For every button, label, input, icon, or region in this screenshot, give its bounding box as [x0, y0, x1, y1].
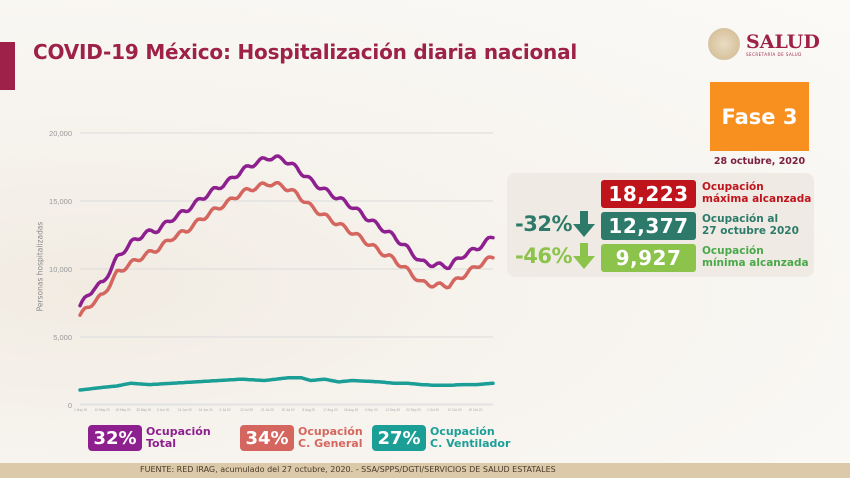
legend-general-line1: Ocupación [298, 425, 363, 438]
current-label-line2: 27 octubre 2020 [702, 225, 799, 237]
phase-badge: Fase 3 [710, 82, 809, 151]
legend-total-line1: Ocupación [146, 425, 211, 438]
current-occupancy-value: 12,377 [601, 212, 696, 240]
max-label-line2: máxima alcanzada [702, 193, 812, 205]
series-line-ocupaci-n-c-ventilador [78, 376, 495, 392]
y-tick-label: 10,000 [49, 265, 72, 274]
x-tick-label: 6 Jun 20 [157, 408, 169, 412]
x-tick-label: 21 Jul 20 [261, 408, 274, 412]
page-title: COVID-19 México: Hospitalización diaria … [33, 40, 578, 64]
series-line-ocupaci-n-total [78, 154, 495, 308]
x-tick-label: 17 Aug 20 [323, 408, 338, 412]
x-tick-label: 3 Jul 20 [219, 408, 230, 412]
x-tick-label: 8 Aug 20 [302, 408, 315, 412]
min-label-line1: Ocupación [702, 245, 764, 257]
seal-icon [708, 28, 740, 60]
logo-name: SALUD [746, 30, 820, 53]
current-occupancy-label: Ocupación al 27 octubre 2020 [702, 213, 799, 237]
max-label-line1: Ocupación [702, 181, 764, 193]
legend-ventilator-label: Ocupación C. Ventilador [430, 426, 510, 450]
x-tick-label: 28 May 20 [136, 408, 151, 412]
y-tick-label: 15,000 [49, 197, 72, 206]
x-tick-labels: 1 May 20 10 May 20 19 May 20 28 May 20 6 Jun… [74, 408, 483, 412]
x-tick-label: 10 May 20 [95, 408, 110, 412]
current-change-pct: -32% [515, 212, 572, 236]
y-tick-label: 5,000 [53, 333, 72, 342]
min-occupancy-label: Ocupación mínima alcanzada [702, 245, 809, 269]
legend-ventilator-pct: 27% [372, 425, 426, 451]
legend-ventilator-line1: Ocupación [430, 425, 495, 438]
salud-logo: SALUD SECRETARÍA DE SALUD [708, 28, 820, 60]
series-lines [78, 154, 495, 392]
x-tick-label: 15 Jun 20 [178, 408, 192, 412]
logo-subtitle: SECRETARÍA DE SALUD [746, 51, 802, 57]
x-tick-label: 22 Sep 20 [406, 408, 421, 412]
footer-bar [0, 463, 850, 478]
legend-ventilator-line2: C. Ventilador [430, 437, 511, 450]
min-occupancy-value: 9,927 [601, 244, 696, 272]
x-tick-label: 19 May 20 [116, 408, 131, 412]
max-occupancy-label: Ocupación máxima alcanzada [702, 181, 811, 205]
stats-panel: 18,223 Ocupación máxima alcanzada -32% 1… [507, 173, 814, 277]
legend-general-label: Ocupación C. General [298, 426, 363, 450]
x-tick-label: 1 May 20 [74, 408, 87, 412]
min-change-pct: -46% [515, 244, 572, 268]
min-label-line2: mínima alcanzada [702, 257, 809, 269]
series-line-ocupaci-n-c-general [78, 180, 495, 317]
gridlines [80, 132, 493, 406]
x-tick-label: 1 Oct 20 [427, 408, 439, 412]
arrow-down-icon [573, 243, 595, 269]
x-tick-label: 13 Sep 20 [385, 408, 400, 412]
y-tick-label: 20,000 [49, 129, 72, 138]
phase-date: 28 octubre, 2020 [713, 156, 806, 167]
y-tick-labels: 0 5,000 10,000 15,000 20,000 [49, 129, 72, 410]
accent-bar [0, 42, 15, 90]
legend-general-line2: C. General [298, 437, 363, 450]
x-tick-label: 10 Oct 20 [448, 408, 462, 412]
legend-total-line2: Total [146, 437, 177, 450]
x-tick-label: 19 Oct 20 [469, 408, 483, 412]
legend-general-pct: 34% [240, 425, 294, 451]
legend-total-pct: 32% [88, 425, 142, 451]
x-tick-label: 24 Jun 20 [199, 408, 213, 412]
max-occupancy-value: 18,223 [601, 180, 696, 208]
x-tick-label: 4 Sep 20 [365, 408, 378, 412]
current-label-line1: Ocupación al [702, 213, 779, 225]
legend-total-label: Ocupación Total [146, 426, 211, 450]
y-tick-label: 0 [68, 401, 72, 410]
arrow-down-icon [573, 211, 595, 237]
x-tick-label: 30 Jul 20 [282, 408, 295, 412]
x-tick-label: 12 Jul 20 [240, 408, 253, 412]
x-tick-label: 26 Aug 20 [344, 408, 359, 412]
source-note: FUENTE: RED IRAG, acumulado del 27 octub… [140, 465, 556, 474]
